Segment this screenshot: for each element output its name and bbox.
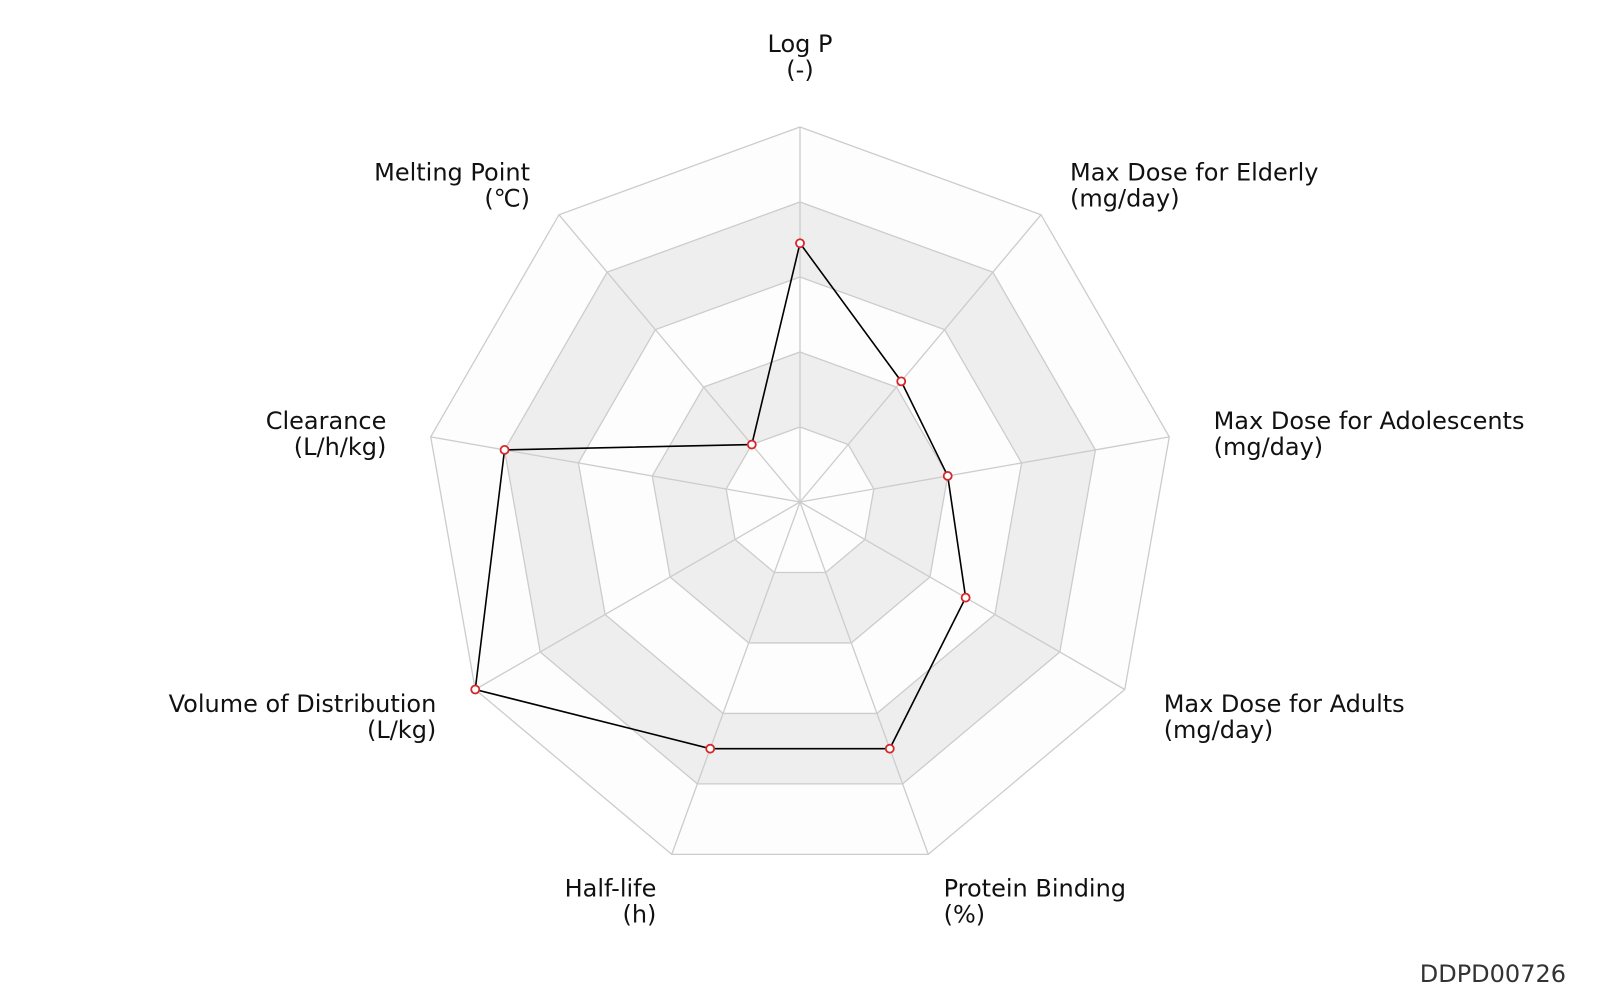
axis-unit-3: (mg/day)	[1214, 433, 1324, 461]
axis-label-9: Melting Point	[374, 158, 530, 186]
axis-label-5: Protein Binding	[944, 875, 1126, 903]
axis-unit-2: (mg/day)	[1070, 184, 1180, 212]
axis-spoke-5	[799, 501, 929, 855]
axis-spoke-9	[558, 214, 801, 503]
axis-spoke-3	[799, 436, 1170, 503]
axis-spoke-8	[430, 436, 801, 503]
axis-spoke-7	[474, 501, 801, 691]
data-point-4	[960, 592, 971, 603]
axis-unit-1: (-)	[786, 56, 813, 84]
data-point-1	[795, 238, 805, 249]
axis-unit-6: (h)	[622, 901, 656, 929]
axis-spokes	[430, 127, 1170, 855]
axis-spoke-6	[671, 501, 801, 855]
axis-unit-7: (L/kg)	[367, 716, 436, 744]
axis-spoke-2	[799, 214, 1042, 503]
axis-label-2: Max Dose for Elderly	[1070, 158, 1319, 186]
data-point-5	[884, 743, 895, 754]
data-point-7	[470, 684, 481, 695]
axis-label-4: Max Dose for Adults	[1164, 690, 1405, 718]
axis-unit-5: (%)	[944, 901, 986, 929]
axis-unit-8: (L/h/kg)	[294, 433, 387, 461]
axis-label-8: Clearance	[266, 407, 387, 435]
axis-unit-9: (℃)	[484, 184, 530, 212]
data-point-8	[499, 445, 510, 455]
data-point-6	[705, 743, 716, 754]
chart-id-label: DDPD00726	[1419, 960, 1566, 988]
axis-label-1: Log P	[768, 30, 833, 58]
data-point-3	[942, 471, 953, 481]
data-point-2	[896, 376, 907, 387]
axis-label-6: Half-life	[565, 875, 657, 903]
axis-unit-4: (mg/day)	[1164, 716, 1274, 744]
data-point-9	[746, 439, 757, 450]
axis-label-7: Volume of Distribution	[169, 690, 437, 718]
axis-label-3: Max Dose for Adolescents	[1214, 407, 1525, 435]
series-line	[474, 241, 967, 750]
axis-labels: Log P(-)Max Dose for Elderly(mg/day)Max …	[169, 30, 1525, 929]
data-series	[470, 238, 971, 754]
